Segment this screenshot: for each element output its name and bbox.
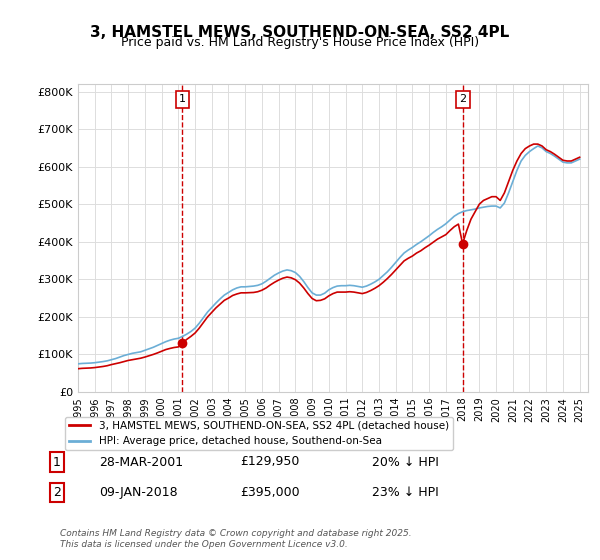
Text: 23% ↓ HPI: 23% ↓ HPI <box>372 486 439 500</box>
Text: 28-MAR-2001: 28-MAR-2001 <box>99 455 183 469</box>
Text: 2: 2 <box>460 95 467 104</box>
Text: 1: 1 <box>179 95 186 104</box>
Text: 1: 1 <box>53 455 61 469</box>
Text: £129,950: £129,950 <box>240 455 299 469</box>
Text: Contains HM Land Registry data © Crown copyright and database right 2025.
This d: Contains HM Land Registry data © Crown c… <box>60 529 412 549</box>
Text: 2: 2 <box>53 486 61 500</box>
Text: 09-JAN-2018: 09-JAN-2018 <box>99 486 178 500</box>
Text: Price paid vs. HM Land Registry's House Price Index (HPI): Price paid vs. HM Land Registry's House … <box>121 36 479 49</box>
Text: 20% ↓ HPI: 20% ↓ HPI <box>372 455 439 469</box>
Text: 3, HAMSTEL MEWS, SOUTHEND-ON-SEA, SS2 4PL: 3, HAMSTEL MEWS, SOUTHEND-ON-SEA, SS2 4P… <box>91 25 509 40</box>
Legend: 3, HAMSTEL MEWS, SOUTHEND-ON-SEA, SS2 4PL (detached house), HPI: Average price, : 3, HAMSTEL MEWS, SOUTHEND-ON-SEA, SS2 4P… <box>65 417 453 450</box>
Text: £395,000: £395,000 <box>240 486 299 500</box>
